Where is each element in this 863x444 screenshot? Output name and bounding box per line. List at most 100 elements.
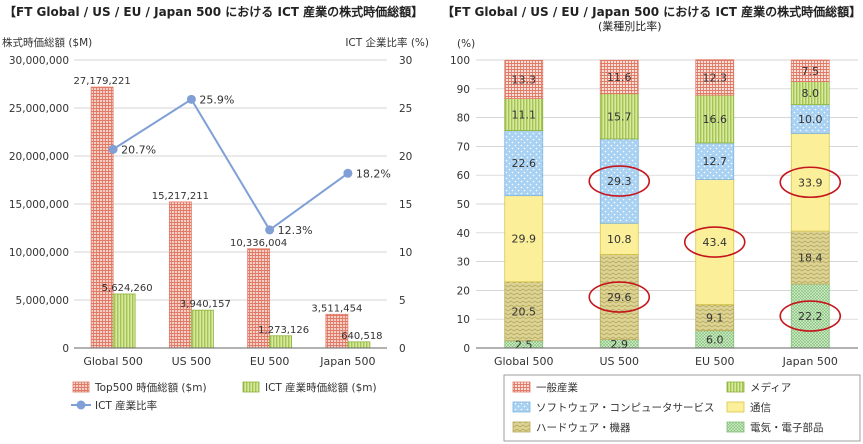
y-left-tick-label: 5,000,000	[16, 295, 69, 307]
y-left-tick-label: 20,000,000	[9, 151, 69, 163]
legend-ict-swatch	[242, 381, 260, 393]
legend-top500-label: Top500 時価総額 ($m)	[94, 381, 207, 394]
x-tick-label: EU 500	[695, 355, 735, 368]
y-tick-label: 10	[457, 314, 470, 326]
segment-value: 29.3	[607, 175, 632, 188]
legend-media-swatch	[726, 381, 745, 393]
legend-general-label: 一般産業	[536, 381, 578, 394]
stacked-bar-segment	[695, 179, 735, 305]
x-tick-label: US 500	[172, 355, 212, 368]
stacked-bar-segment	[599, 59, 639, 95]
y-tick-label: 90	[457, 84, 470, 96]
stacked-bar-segment	[695, 59, 735, 96]
bar-top500-value: 15,217,211	[152, 191, 209, 202]
bar-ict-value: 5,624,260	[102, 283, 153, 294]
x-tick-label: Global 500	[494, 355, 554, 368]
right-chart-y-label: (%)	[457, 38, 475, 50]
y-tick-label: 0	[463, 343, 470, 355]
bar-ict-value: 640,518	[341, 331, 382, 342]
stacked-bar-segment	[695, 304, 735, 332]
segment-value: 2.9	[611, 338, 629, 351]
stacked-bar-segment	[599, 138, 639, 224]
y-tick-label: 60	[457, 170, 470, 182]
left-chart: 27,179,221 5,624,260 15,217,211 3,940,157 10…	[2, 36, 429, 412]
ratio-value: 12.3%	[278, 224, 313, 237]
segment-value: 7.5	[802, 65, 820, 78]
legend-telecom-label: 通信	[750, 402, 771, 414]
bar-top500	[168, 201, 192, 349]
bar-ict-value: 1,273,126	[258, 325, 309, 336]
y-right-tick-label: 5	[399, 295, 406, 307]
x-tick-label: Japan 500	[782, 355, 838, 368]
y-tick-label: 40	[457, 228, 470, 240]
y-left-tick-label: 30,000,000	[9, 55, 69, 67]
bar-top500-value: 10,336,004	[230, 238, 287, 249]
y-right-tick-label: 0	[399, 343, 406, 355]
right-legend: 一般産業 メディア ソフトウェア・コンピュータサービス 通信 ハードウェア・機器…	[503, 374, 861, 442]
segment-value: 20.5	[512, 305, 537, 318]
x-tick-label: Global 500	[83, 355, 143, 368]
right-chart-title: 【FT Global / US / EU / Japan 500 における IC…	[442, 5, 862, 19]
segment-value: 15.7	[607, 110, 632, 123]
bar-ict	[347, 341, 371, 349]
legend-ratio-label: ICT 産業比率	[95, 399, 157, 412]
segment-value: 9.1	[706, 312, 724, 325]
segment-value: 8.0	[802, 87, 820, 100]
y-tick-label: 100	[450, 55, 470, 67]
y-tick-label: 20	[457, 285, 470, 297]
segment-value: 6.0	[706, 333, 724, 346]
left-legend: Top500 時価総額 ($m) ICT 産業時価総額 ($m) ICT 産業比…	[71, 381, 377, 412]
legend-telecom-swatch	[726, 401, 745, 413]
stacked-bar-segment	[695, 94, 735, 144]
segment-value: 18.4	[798, 252, 823, 265]
bar-ict-value: 3,940,157	[180, 299, 231, 310]
highlight-circle	[683, 226, 746, 258]
segment-value: 2.5	[515, 338, 533, 351]
ratio-point	[108, 144, 118, 154]
legend-frame	[503, 374, 861, 442]
stacked-bar-segment	[790, 230, 830, 285]
segment-value: 12.7	[703, 155, 728, 168]
left-chart-title: 【FT Global / US / EU / Japan 500 における IC…	[4, 5, 424, 19]
segment-value: 22.6	[512, 157, 537, 170]
legend-general-swatch	[512, 381, 531, 393]
bar-top500-value: 27,179,221	[73, 76, 130, 87]
y-right-tick-label: 25	[399, 103, 412, 115]
y-left-tick-label: 10,000,000	[9, 247, 69, 259]
y-right-tick-label: 30	[399, 55, 412, 67]
segment-value: 33.9	[798, 176, 823, 189]
y-left-tick-label: 0	[62, 343, 69, 355]
y-right-tick-label: 20	[399, 151, 412, 163]
bar-top500	[90, 86, 114, 349]
segment-value: 43.4	[703, 236, 728, 249]
stacked-bar-segment	[599, 253, 639, 341]
stacked-bar-segment	[790, 59, 830, 83]
y-left-tick-label: 25,000,000	[9, 103, 69, 115]
segment-value: 13.3	[512, 73, 537, 86]
right-chart: 2.5 20.5 29.9 22.6 11.1 13.3 2.9 29.6 10.8 29.3 15…	[450, 38, 861, 442]
y-right-tick-label: 10	[399, 247, 412, 259]
bar-ict	[190, 309, 214, 349]
legend-software-label: ソフトウェア・コンピュータサービス	[536, 402, 715, 414]
y-tick-label: 70	[457, 141, 470, 153]
ratio-point	[186, 94, 196, 104]
segment-value: 29.6	[607, 291, 632, 304]
ratio-value: 18.2%	[356, 167, 391, 180]
stacked-bar-segment	[504, 59, 544, 99]
legend-media-label: メディア	[750, 381, 791, 394]
stacked-bar-segment	[599, 93, 639, 140]
stacked-bar-segment	[695, 142, 735, 180]
legend-hardware-label: ハードウェア・機器	[536, 421, 631, 434]
legend-ict-label: ICT 産業時価総額 ($m)	[265, 381, 377, 394]
bar-top500-value: 3,511,454	[311, 303, 362, 314]
stacked-bar-segment	[790, 133, 830, 232]
legend-software-swatch	[512, 401, 531, 413]
legend-ratio-marker	[76, 400, 86, 410]
x-tick-label: Japan 500	[319, 355, 375, 368]
segment-value: 12.3	[703, 71, 728, 84]
highlight-circle	[779, 300, 842, 332]
y-tick-label: 30	[457, 257, 470, 269]
stacked-bar-segment	[790, 283, 830, 349]
ratio-value: 25.9%	[199, 93, 234, 106]
segment-value: 11.6	[607, 71, 632, 84]
